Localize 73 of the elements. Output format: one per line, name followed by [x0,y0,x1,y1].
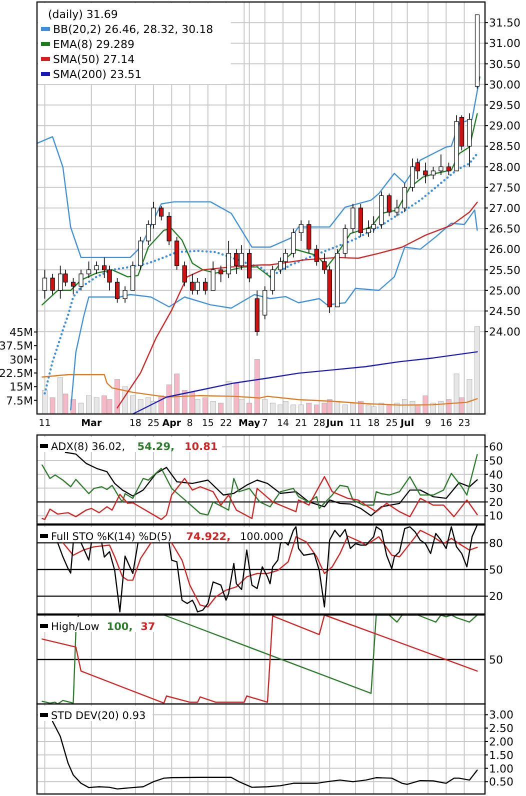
legend-title: High/Low [51,621,100,633]
x-tick-label: 23 [458,418,470,429]
x-tick-label: May [238,418,262,429]
x-tick-label: 11 [349,418,362,429]
y-tick-label: 0.50 [489,776,514,789]
x-tick-label: 9 [425,418,432,429]
series-label: 54.29, [137,441,175,453]
y-tick-label: 28.00 [489,160,520,174]
y-tick-label: 50 [489,454,503,468]
text: 10.81 [184,441,218,453]
y-tick-label: 31.00 [489,37,520,50]
y-tick-label: 24.50 [489,305,520,318]
y-tick-label: 27.50 [489,181,520,194]
x-tick-label: Jul [400,418,414,429]
y2-tick-label: 7.5M [6,394,33,408]
y-tick-label: 29.50 [489,99,520,112]
x-tick-label: 16 [440,418,452,429]
y-tick-label: 24.00 [489,326,520,339]
legend-label: EMA(8) 29.289 [53,38,135,51]
legend-label: ADX(8) 36.02, [51,441,126,453]
y-tick-label: 2.50 [489,722,514,736]
y-tick-label: 20 [489,496,503,509]
x-tick-label: 14 [276,418,290,429]
y-tick-label: 60 [489,440,503,454]
y-tick-label: 30.50 [489,58,520,71]
y-tick-label: 26.00 [489,243,520,256]
x-tick-label: 18 [368,418,380,429]
x-tick-label: Mar [81,418,102,429]
y2-tick-label: 45M [10,326,33,339]
legend-label: SMA(200) 23.51 [53,68,142,81]
x-tick-label: 11 [38,418,51,429]
y-tick-label: 25.50 [489,264,520,277]
y2-tick-label: 22.5M [0,366,33,380]
x-tick-label: 15 [202,418,214,429]
y-tick-label: 20 [489,590,503,604]
text: (daily) 31.69 [48,8,118,21]
y-tick-label: 27.00 [489,202,520,215]
y-tick-label: 28.50 [489,140,520,154]
y-tick-label: 30 [489,482,503,496]
series-label: 100.000 [240,531,284,543]
y2-tick-label: 15M [10,380,33,394]
x-tick-label: 7 [262,418,268,429]
y-tick-label: 40 [489,468,503,482]
x-tick-label: Apr [162,418,182,429]
y-tick-label: 3.00 [489,708,514,722]
legend-label: BB(20,2) 26.46, 28.32, 30.18 [53,23,214,36]
y-tick-label: 26.50 [489,222,520,236]
x-tick-label: 21 [295,418,308,429]
y-tick-label: 25.00 [489,284,520,298]
y-tick-label: 1.00 [489,762,514,776]
x-tick-label: 28 [313,418,326,429]
x-tick-label: 22 [220,418,232,429]
y-tick-label: 50 [489,564,503,576]
text: 37 [140,621,156,633]
y-tick-label: 80 [489,536,503,550]
y-tick-label: 29.00 [489,120,520,133]
y-tick-label: 10 [489,510,503,523]
y-tick-label: 2.00 [489,736,514,748]
x-tick-label: Jun [325,418,344,429]
x-tick-label: 8 [186,418,193,429]
legend-label: SMA(50) 27.14 [53,53,135,66]
legend-label: STD DEV(20) 0.93 [51,710,146,722]
series-label: 74.922, [186,531,231,543]
y2-tick-label: 37.5M [0,340,33,353]
x-tick-label: 25 [386,418,398,429]
y-tick-label: 30.00 [489,78,520,92]
series-label: 100, [106,621,133,633]
x-tick-label: 18 [129,418,142,429]
y-tick-label: 31.50 [489,16,520,30]
y-tick-label: 1.50 [489,748,514,762]
y2-tick-label: 30M [10,353,33,366]
x-tick-label: 25 [147,418,160,429]
legend-title: Full STO %K(14) %D(5) [51,531,172,543]
